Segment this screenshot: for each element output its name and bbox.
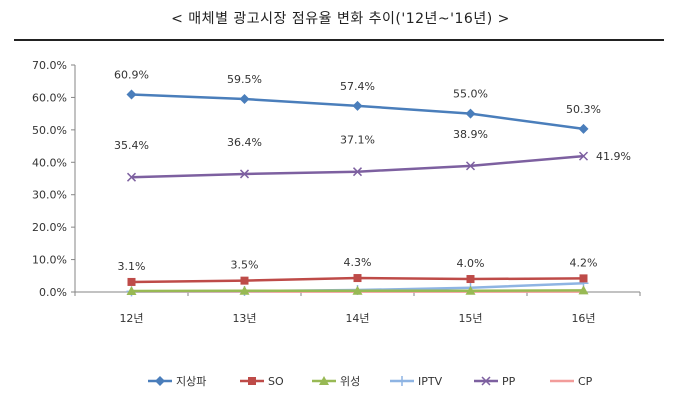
- data-label: 35.4%: [114, 139, 149, 152]
- x-tick-label: 14년: [345, 312, 369, 325]
- data-label: 37.1%: [340, 134, 375, 147]
- data-point: [352, 100, 363, 111]
- data-label: 4.0%: [457, 257, 485, 270]
- series-line-지상파: [131, 93, 584, 131]
- data-label: 4.2%: [570, 256, 598, 269]
- legend-marker: [155, 376, 165, 386]
- y-tick-label: 10.0%: [32, 254, 67, 267]
- legend-marker: [319, 376, 329, 385]
- data-point: [465, 161, 476, 171]
- data-point: [239, 285, 250, 295]
- legend-label: 지상파: [176, 375, 206, 388]
- data-point: [578, 285, 589, 295]
- x-tick-label: 13년: [232, 312, 256, 325]
- y-tick-label: 40.0%: [32, 156, 67, 169]
- data-point: [578, 123, 589, 134]
- data-label: 3.5%: [231, 259, 259, 272]
- title-rule: [14, 39, 664, 41]
- data-label: 60.9%: [114, 69, 149, 82]
- data-point: [240, 276, 249, 285]
- y-tick-label: 70.0%: [32, 59, 67, 72]
- series-line-PP: [131, 154, 584, 179]
- data-point: [352, 167, 363, 177]
- data-label: 57.4%: [340, 80, 375, 93]
- data-label: 38.9%: [453, 128, 488, 141]
- data-point: [239, 94, 250, 105]
- chart-title: < 매체별 광고시장 점유율 변화 추이('12년~'16년) >: [171, 11, 510, 27]
- data-label: 3.1%: [118, 260, 146, 273]
- data-label: 50.3%: [566, 103, 601, 116]
- legend-label: 위성: [340, 375, 360, 388]
- data-point: [126, 89, 137, 100]
- data-label: 36.4%: [227, 136, 262, 149]
- data-point: [578, 151, 589, 161]
- data-label: 41.9%: [596, 150, 631, 163]
- data-point: [126, 172, 137, 182]
- y-tick-label: 20.0%: [32, 221, 67, 234]
- data-point: [466, 275, 475, 284]
- y-tick-label: 0.0%: [39, 286, 67, 299]
- legend-label: IPTV: [418, 375, 443, 388]
- data-point: [239, 169, 250, 179]
- data-label: 59.5%: [227, 73, 262, 86]
- data-point: [352, 285, 363, 295]
- data-point: [465, 108, 476, 119]
- y-tick-label: 30.0%: [32, 189, 67, 202]
- data-point: [127, 277, 136, 286]
- legend-marker: [248, 377, 256, 385]
- data-point: [126, 286, 137, 296]
- x-tick-label: 15년: [458, 312, 482, 325]
- legend-label: CP: [578, 375, 593, 388]
- data-point: [465, 285, 476, 295]
- y-tick-label: 60.0%: [32, 91, 67, 104]
- data-point: [579, 274, 588, 283]
- x-tick-label: 12년: [119, 312, 143, 325]
- data-label: 55.0%: [453, 88, 488, 101]
- legend-marker: [397, 376, 407, 386]
- y-tick-label: 50.0%: [32, 124, 67, 137]
- legend-label: SO: [268, 375, 284, 388]
- x-tick-label: 16년: [571, 312, 595, 325]
- legend-marker: [481, 376, 491, 386]
- data-label: 4.3%: [344, 256, 372, 269]
- data-point: [353, 274, 362, 283]
- legend-label: PP: [502, 375, 516, 388]
